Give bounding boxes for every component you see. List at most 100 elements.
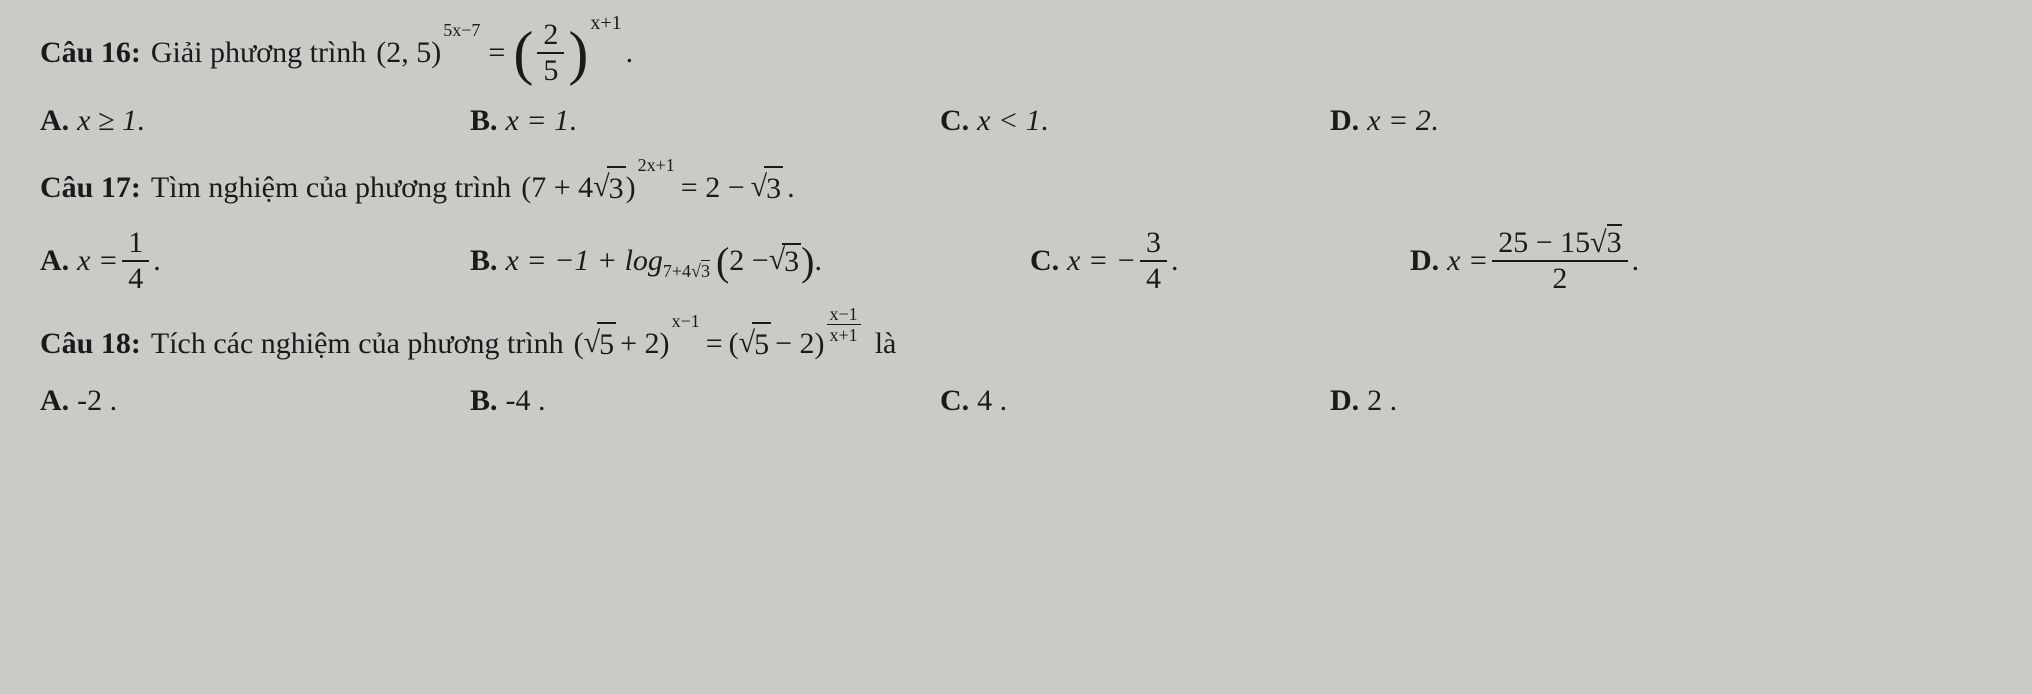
q17-lhs-exp: 2x+1 (638, 153, 675, 178)
q18-label: Câu 18: (40, 323, 141, 365)
question-16-stem: Câu 16: Giải phương trình (2, 5) 5x−7 = … (40, 20, 1992, 86)
q17-opt-c: C. x = − 3 4 . (1030, 228, 1410, 294)
sub-sqrt: √ (691, 261, 701, 281)
q18-r-exp: x−1 x+1 (827, 305, 861, 344)
q17-eq: = 2 − (681, 167, 745, 209)
q16-period: . (626, 32, 634, 74)
opt-period: . (1041, 104, 1049, 138)
q18-r-sqrt: √ 5 (739, 322, 771, 366)
q17-lhs-open: (7 + 4 (521, 167, 593, 209)
num: 25 − 15√3 (1492, 228, 1627, 262)
q16-rhs-num: 2 (537, 20, 564, 54)
q17-text: Tìm nghiệm của phương trình (151, 167, 511, 209)
opt-pre: x = − (1067, 244, 1136, 278)
radicand: 3 (764, 166, 783, 210)
opt-body: x = 1 (506, 104, 570, 138)
opt-body: 4 . (977, 384, 1007, 418)
q17-lhs-sqrt: √ 3 (593, 166, 625, 210)
opt-post: . (1171, 244, 1179, 278)
num: 3 (1140, 228, 1167, 262)
den: 4 (1140, 262, 1167, 294)
q16-opt-a: A. x ≥ 1 . (40, 104, 470, 138)
q18-eq: = (706, 323, 723, 365)
question-17: Câu 17: Tìm nghiệm của phương trình (7 +… (40, 166, 1992, 294)
opt-body: 2 . (1367, 384, 1397, 418)
rparen: ) (568, 23, 588, 83)
exp-num: x−1 (827, 305, 861, 325)
q16-rhs-den: 5 (537, 54, 564, 86)
lparen: ( (513, 23, 533, 83)
q18-l-exp: x−1 (672, 309, 700, 334)
question-18: Câu 18: Tích các nghiệm của phương trình… (40, 322, 1992, 418)
q16-eq: = (488, 32, 505, 74)
opt-body: -4 . (506, 384, 546, 418)
opt-body: x = 2 (1367, 104, 1431, 138)
q16-lhs-exp: 5x−7 (443, 18, 480, 43)
opt-frac: 1 4 (122, 228, 149, 294)
question-18-stem: Câu 18: Tích các nghiệm của phương trình… (40, 322, 1992, 366)
opt-period: . (1431, 104, 1439, 138)
opt-frac: 25 − 15√3 2 (1492, 228, 1627, 294)
q18-l-open: ( (574, 323, 584, 365)
opt-letter: D. (1330, 384, 1359, 418)
q17-label: Câu 17: (40, 167, 141, 209)
q18-opt-c: C. 4 . (940, 384, 1330, 418)
q16-opt-b: B. x = 1 . (470, 104, 940, 138)
opt-letter: A. (40, 104, 69, 138)
q16-rhs: ( 2 5 ) (513, 20, 588, 86)
opt-body: -2 . (77, 384, 117, 418)
opt-letter: C. (940, 104, 969, 138)
q18-l-mid: + 2) (620, 323, 669, 365)
opt-pre: x = (1447, 244, 1488, 278)
q18-r-open: ( (729, 323, 739, 365)
opt-letter: A. (40, 384, 69, 418)
q16-opt-d: D. x = 2 . (1330, 104, 1438, 138)
q18-r-mid: − 2) (775, 323, 824, 365)
sub-radicand: 3 (701, 260, 710, 281)
opt-post: . (815, 244, 823, 278)
radicand: 5 (597, 322, 616, 366)
opt-post: . (153, 244, 161, 278)
arg-rparen: ) (801, 238, 814, 285)
radicand: 5 (752, 322, 771, 366)
q17-rhs-sqrt: √ 3 (751, 166, 783, 210)
radicand: 3 (607, 166, 626, 210)
q18-tail: là (875, 323, 897, 365)
q16-options: A. x ≥ 1 . B. x = 1 . C. x < 1 . D. x = … (40, 104, 1992, 138)
den: 4 (122, 262, 149, 294)
opt-period: . (137, 104, 145, 138)
q16-lhs-base: (2, 5) (376, 32, 441, 74)
num-sqrt: √ (1590, 226, 1606, 259)
q17-options: A. x = 1 4 . B. x = −1 + log 7+4√3 ( 2 −… (40, 228, 1992, 294)
opt-period: . (569, 104, 577, 138)
q16-opt-c: C. x < 1 . (940, 104, 1330, 138)
q16-rhs-exp: x+1 (590, 9, 621, 37)
opt-body: x < 1 (977, 104, 1041, 138)
question-17-stem: Câu 17: Tìm nghiệm của phương trình (7 +… (40, 166, 1992, 210)
opt-letter: D. (1410, 244, 1439, 278)
question-16: Câu 16: Giải phương trình (2, 5) 5x−7 = … (40, 20, 1992, 138)
arg-pre: 2 − (729, 244, 768, 278)
num: 1 (122, 228, 149, 262)
num-pre: 25 − 15 (1498, 226, 1590, 259)
q18-opt-b: B. -4 . (470, 384, 940, 418)
radicand: 3 (782, 243, 801, 279)
q17-period: . (787, 167, 795, 209)
q18-l-sqrt: √ 5 (584, 322, 616, 366)
q17-opt-a: A. x = 1 4 . (40, 228, 470, 294)
q16-rhs-frac: 2 5 (537, 20, 564, 86)
num-radicand: 3 (1607, 224, 1622, 259)
opt-letter: C. (940, 384, 969, 418)
opt-frac: 3 4 (1140, 228, 1167, 294)
q18-opt-a: A. -2 . (40, 384, 470, 418)
q18-text: Tích các nghiệm của phương trình (151, 323, 564, 365)
q17-lhs-close: ) (626, 167, 636, 209)
q17-opt-b: B. x = −1 + log 7+4√3 ( 2 − √ 3 ) . (470, 228, 1030, 294)
opt-pre: x = (77, 244, 118, 278)
sub-pre: 7+4 (663, 261, 691, 281)
opt-post: . (1632, 244, 1640, 278)
opt-sub: 7+4√3 (663, 261, 710, 282)
q17-opt-d: D. x = 25 − 15√3 2 . (1410, 228, 1639, 294)
opt-body: x ≥ 1 (77, 104, 137, 138)
opt-letter: B. (470, 244, 498, 278)
